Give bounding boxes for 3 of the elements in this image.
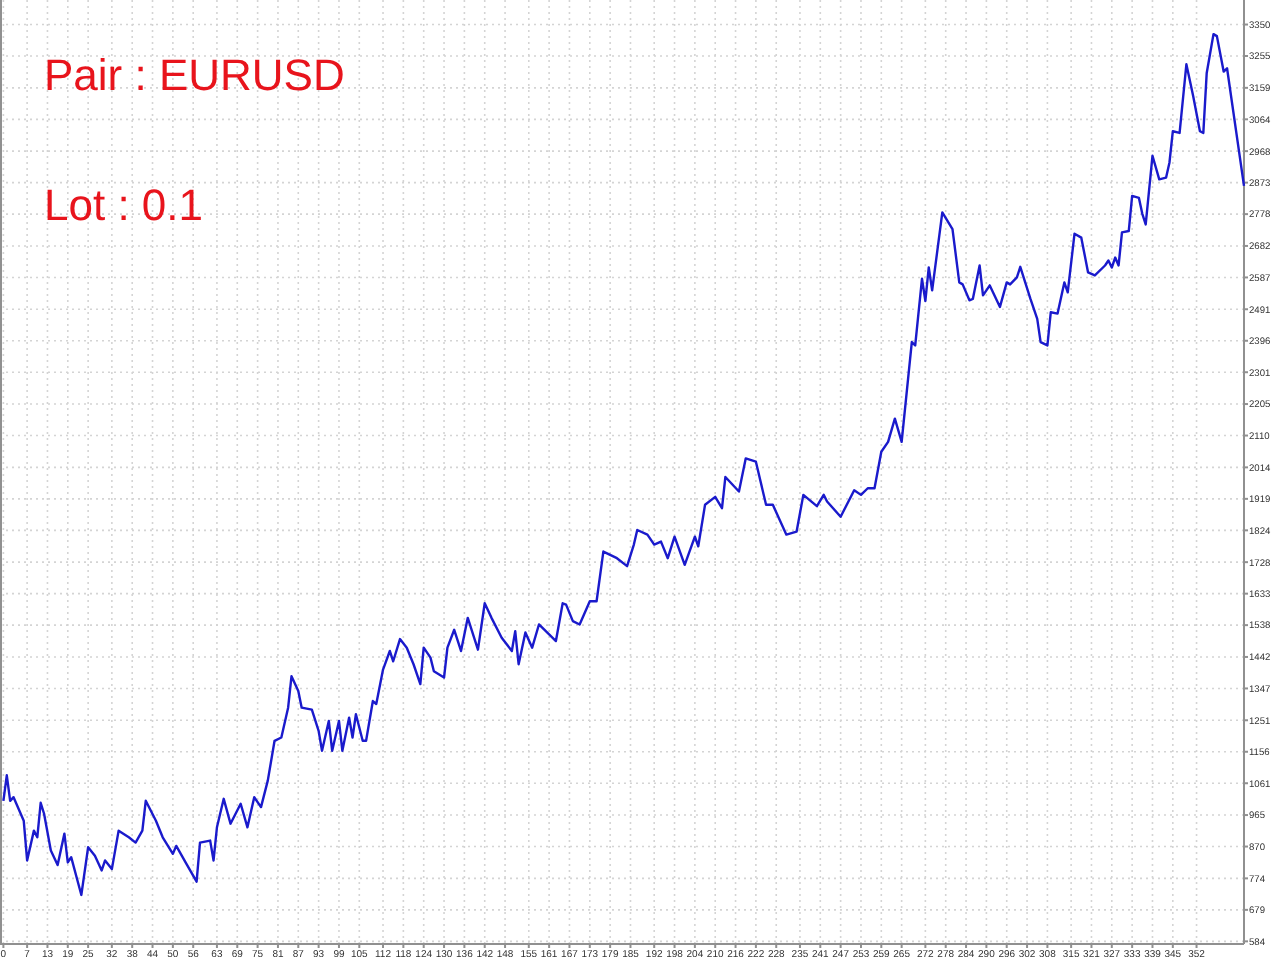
annotation: Pair : EURUSD (44, 50, 345, 100)
line-series (2, 32, 1246, 897)
annotation: Lot : 0.1 (44, 180, 204, 230)
